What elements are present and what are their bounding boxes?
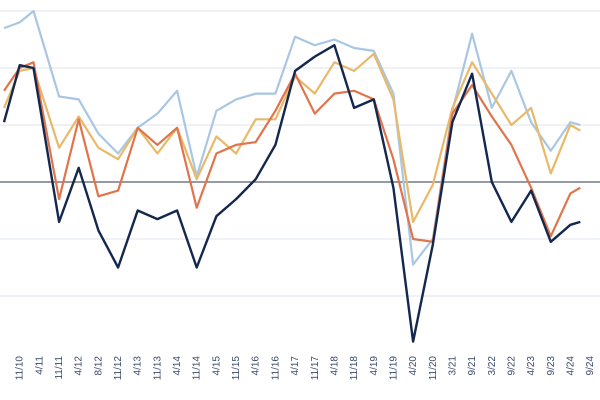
x-tick-label: 11/18 <box>349 356 360 381</box>
x-tick-label: 9/22 <box>506 356 517 376</box>
x-tick-label: 4/18 <box>329 356 340 376</box>
x-tick-label: 4/16 <box>251 356 262 376</box>
x-tick-label: 9/21 <box>467 356 478 376</box>
x-tick-label: 3/21 <box>447 356 458 376</box>
x-tick-label: 4/11 <box>34 356 45 375</box>
x-tick-label: 11/16 <box>270 356 281 381</box>
series-line-gold <box>2 52 581 223</box>
x-tick-label: 4/19 <box>369 356 380 376</box>
x-tick-label: 4/12 <box>74 356 85 376</box>
x-tick-label: 4/23 <box>526 356 537 376</box>
x-axis-tick-labels: 11/10 4/11 11/11 4/12 8/12 11/12 4/13 11/13 4/14… <box>15 356 596 381</box>
x-tick-label: 4/14 <box>172 356 183 376</box>
x-tick-label: 4/17 <box>290 356 301 376</box>
x-tick-label: 8/12 <box>93 356 104 376</box>
x-tick-label: 11/10 <box>15 356 26 381</box>
x-tick-label: 11/12 <box>113 356 124 381</box>
x-tick-label: 11/15 <box>231 356 242 381</box>
x-tick-label: 11/11 <box>54 356 65 380</box>
x-tick-label: 3/22 <box>487 356 498 376</box>
series-line-orange <box>3 61 581 243</box>
x-tick-label: 4/20 <box>408 356 419 376</box>
x-tick-label: 4/24 <box>565 356 576 376</box>
x-tick-label: 4/15 <box>211 356 222 376</box>
x-tick-label: 9/23 <box>546 356 557 376</box>
x-tick-label: 11/13 <box>152 356 163 381</box>
gridlines <box>0 10 600 297</box>
x-tick-label: 9/24 <box>585 356 596 376</box>
series-lines <box>2 9 581 343</box>
x-tick-label: 11/20 <box>428 356 439 381</box>
x-tick-label: 11/17 <box>310 356 321 381</box>
series-line-light-blue <box>3 9 581 266</box>
series-line-navy <box>2 44 581 343</box>
x-tick-label: 11/14 <box>192 356 203 381</box>
x-tick-label: 11/19 <box>388 356 399 381</box>
x-tick-label: 4/13 <box>133 356 144 376</box>
